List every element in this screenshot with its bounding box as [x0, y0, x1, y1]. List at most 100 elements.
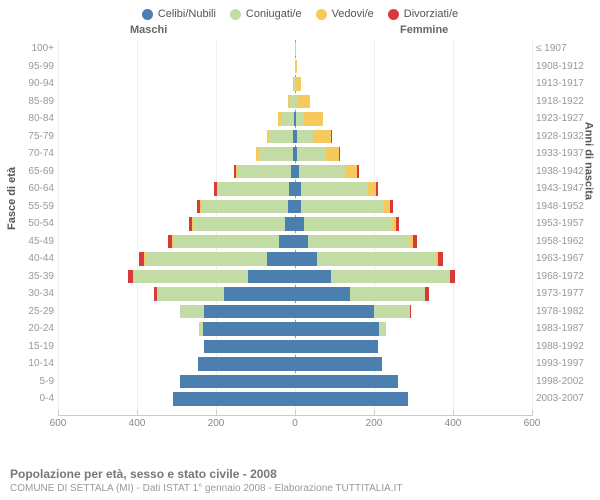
- x-tick-label: 200: [208, 418, 225, 429]
- bar-segment: [173, 235, 280, 249]
- age-label: 60-64: [10, 183, 54, 194]
- birth-label: 1933-1937: [536, 148, 598, 159]
- pyramid-row: 85-891918-1922: [58, 93, 532, 111]
- age-label: 10-14: [10, 358, 54, 369]
- bar-female: [295, 252, 443, 266]
- birth-label: 1923-1927: [536, 113, 598, 124]
- legend-label: Vedovi/e: [332, 8, 374, 20]
- bar-segment: [357, 165, 359, 179]
- bar-segment: [297, 95, 310, 109]
- bar-segment: [425, 287, 428, 301]
- bar-female: [295, 287, 429, 301]
- bar-segment: [259, 147, 293, 161]
- x-tick-mark: [295, 410, 296, 416]
- bar-segment: [410, 305, 411, 319]
- bar-male: [128, 270, 295, 284]
- bar-segment: [279, 235, 295, 249]
- bar-segment: [193, 217, 285, 231]
- bar-male: [214, 182, 295, 196]
- birth-label: 1943-1947: [536, 183, 598, 194]
- bar-female: [295, 217, 399, 231]
- bar-segment: [204, 305, 295, 319]
- birth-label: 1938-1942: [536, 166, 598, 177]
- pyramid-row: 95-991908-1912: [58, 58, 532, 76]
- bar-female: [295, 375, 398, 389]
- birth-label: 1908-1912: [536, 61, 598, 72]
- age-label: 65-69: [10, 166, 54, 177]
- bar-male: [204, 340, 295, 354]
- birth-label: 1913-1917: [536, 78, 598, 89]
- bar-female: [295, 95, 310, 109]
- bar-segment: [308, 235, 411, 249]
- bar-segment: [296, 112, 305, 126]
- bar-male: [278, 112, 295, 126]
- x-tick-mark: [532, 410, 533, 416]
- bar-segment: [198, 357, 295, 371]
- bar-segment: [267, 252, 295, 266]
- birth-label: 1968-1972: [536, 271, 598, 282]
- x-tick-label: 600: [50, 418, 67, 429]
- bar-segment: [326, 147, 339, 161]
- bar-segment: [297, 147, 325, 161]
- bar-segment: [331, 270, 450, 284]
- bar-segment: [237, 165, 291, 179]
- age-label: 40-44: [10, 253, 54, 264]
- bar-segment: [317, 252, 436, 266]
- chart-area: Fasce di età Anni di nascita 100+≤ 19079…: [0, 40, 600, 440]
- bar-segment: [295, 42, 296, 56]
- bar-female: [295, 392, 408, 406]
- birth-label: 1963-1967: [536, 253, 598, 264]
- bar-segment: [350, 287, 425, 301]
- legend-swatch: [142, 9, 153, 20]
- bar-segment: [224, 287, 295, 301]
- bar-female: [295, 340, 378, 354]
- age-label: 70-74: [10, 148, 54, 159]
- bar-segment: [301, 200, 384, 214]
- pyramid-row: 80-841923-1927: [58, 110, 532, 128]
- age-label: 85-89: [10, 96, 54, 107]
- x-tick-label: 400: [445, 418, 462, 429]
- bar-segment: [203, 322, 295, 336]
- pyramid-row: 40-441963-1967: [58, 250, 532, 268]
- age-label: 35-39: [10, 271, 54, 282]
- bar-segment: [133, 270, 248, 284]
- bar-segment: [379, 322, 386, 336]
- bar-segment: [390, 200, 393, 214]
- bar-male: [154, 287, 295, 301]
- bar-segment: [281, 112, 294, 126]
- legend-label: Coniugati/e: [246, 8, 302, 20]
- bar-segment: [295, 235, 308, 249]
- pyramid-row: 30-341973-1977: [58, 285, 532, 303]
- bar-female: [295, 130, 331, 144]
- age-label: 30-34: [10, 288, 54, 299]
- bar-male: [267, 130, 295, 144]
- gender-headers: Maschi Femmine: [0, 24, 600, 40]
- bar-segment: [331, 130, 332, 144]
- bar-segment: [313, 130, 330, 144]
- x-tick-label: 0: [292, 418, 298, 429]
- bar-segment: [201, 200, 288, 214]
- bar-segment: [299, 165, 346, 179]
- bar-female: [295, 77, 301, 91]
- bar-female: [295, 322, 386, 336]
- bar-male: [197, 200, 295, 214]
- legend-item: Coniugati/e: [230, 8, 302, 20]
- age-label: 25-29: [10, 306, 54, 317]
- bar-segment: [339, 147, 340, 161]
- bar-male: [180, 375, 295, 389]
- bar-segment: [376, 182, 378, 196]
- bar-female: [295, 200, 393, 214]
- pyramid-row: 60-641943-1947: [58, 180, 532, 198]
- pyramid-row: 55-591948-1952: [58, 198, 532, 216]
- bar-segment: [269, 130, 293, 144]
- pyramid-row: 15-191988-1992: [58, 338, 532, 356]
- bar-segment: [288, 200, 295, 214]
- header-female: Femmine: [400, 24, 448, 36]
- bar-segment: [295, 252, 317, 266]
- bar-segment: [374, 305, 410, 319]
- pyramid-row: 45-491958-1962: [58, 233, 532, 251]
- bar-segment: [295, 357, 382, 371]
- bar-segment: [396, 217, 399, 231]
- bar-segment: [248, 270, 295, 284]
- pyramid-row: 0-42003-2007: [58, 390, 532, 408]
